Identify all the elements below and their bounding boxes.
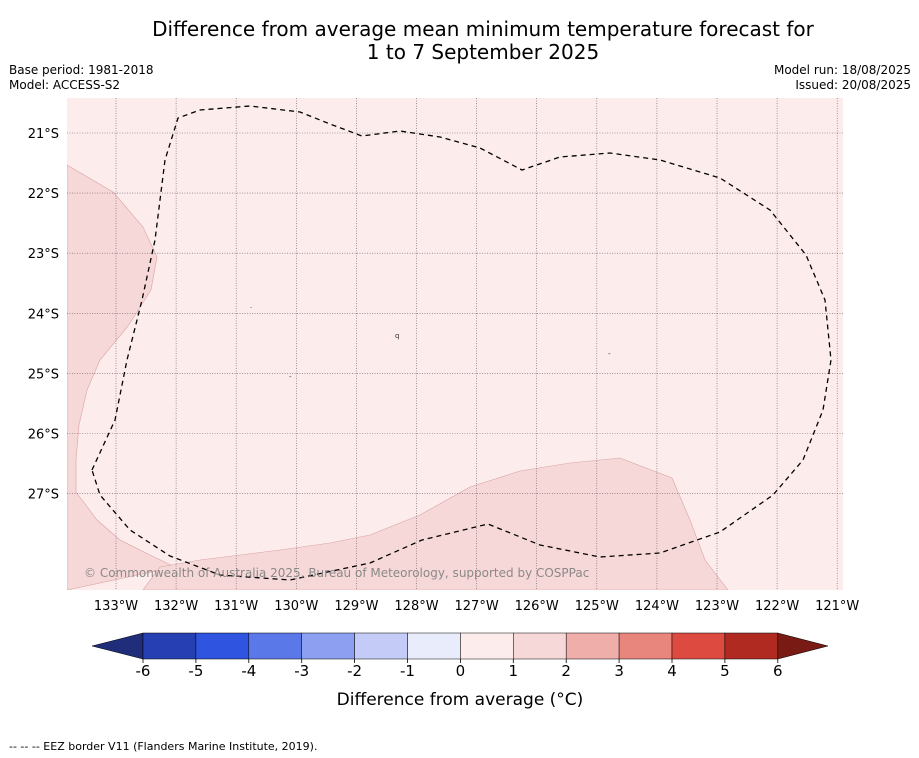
colorbar-segment bbox=[618, 632, 673, 660]
colorbar-ticks: -6 -5 -4 -3 -2 -1 0 1 2 3 4 5 6 bbox=[136, 659, 783, 680]
longitude-label: 129°W bbox=[334, 599, 378, 614]
meta-right: Model run: 18/08/2025 Issued: 20/08/2025 bbox=[774, 63, 911, 93]
colorbar-segment bbox=[460, 632, 514, 660]
colorbar-tick-label: -3 bbox=[294, 662, 309, 680]
colorbar-segment bbox=[248, 632, 302, 660]
latitude-label: 26°S bbox=[28, 428, 59, 443]
colorbar-tick-label: 1 bbox=[509, 662, 519, 680]
colorbar-tick-label: -6 bbox=[136, 662, 151, 680]
colorbar-label: Difference from average (°C) bbox=[337, 690, 584, 710]
longitude-label: 132°W bbox=[154, 599, 198, 614]
model-run-text: Model run: 18/08/2025 bbox=[773, 63, 911, 77]
island-dot-3: - bbox=[289, 373, 292, 381]
colorbar-segment bbox=[354, 632, 408, 660]
graticule bbox=[67, 98, 843, 590]
footnote: -- -- -- EEZ border V11 (Flanders Marine… bbox=[9, 740, 318, 753]
longitude-label: 130°W bbox=[274, 599, 318, 614]
longitude-label: 133°W bbox=[94, 599, 138, 614]
colorbar-segment bbox=[407, 632, 461, 660]
colorbar-tick-label: -1 bbox=[400, 662, 415, 680]
anomaly-1-to-2-region-south bbox=[142, 457, 729, 590]
colorbar-tick-label: 6 bbox=[773, 662, 783, 680]
longitude-label: 122°W bbox=[755, 599, 799, 614]
colorbar-segment bbox=[724, 632, 779, 660]
colorbar-segment bbox=[513, 632, 567, 660]
colorbar-tick-label: 0 bbox=[456, 662, 466, 680]
model-text: Model: ACCESS-S2 bbox=[9, 78, 121, 92]
latitude-label: 25°S bbox=[28, 367, 59, 382]
colorbar-segment bbox=[195, 632, 250, 660]
latitude-label: 23°S bbox=[28, 247, 59, 262]
longitude-label: 131°W bbox=[214, 599, 258, 614]
longitude-label: 125°W bbox=[575, 599, 619, 614]
colorbar-tick-label: 5 bbox=[720, 662, 730, 680]
base-period-text: Base period: 1981-2018 bbox=[9, 63, 154, 77]
longitude-label: 123°W bbox=[695, 599, 739, 614]
latitude-labels: 21°S 22°S 23°S 24°S 25°S 26°S 27°S bbox=[28, 127, 59, 503]
colorbar-extend-low bbox=[91, 632, 144, 660]
colorbar-tick-label: 4 bbox=[667, 662, 677, 680]
title-line-2: 1 to 7 September 2025 bbox=[366, 40, 600, 64]
island-dot-2: q bbox=[395, 332, 399, 340]
colorbar-tick-label: -2 bbox=[347, 662, 362, 680]
map-panel: · q - - bbox=[67, 98, 843, 590]
copyright-text: © Commonwealth of Australia 2025, Bureau… bbox=[84, 566, 589, 580]
longitude-labels: 133°W 132°W 131°W 130°W 129°W 128°W 127°W 126°W… bbox=[94, 599, 860, 614]
longitude-label: 127°W bbox=[455, 599, 499, 614]
colorbar bbox=[91, 632, 829, 660]
colorbar-tick-label: -4 bbox=[241, 662, 256, 680]
colorbar-tick-label: 2 bbox=[561, 662, 571, 680]
colorbar-segment bbox=[142, 632, 197, 660]
colorbar-segment bbox=[565, 632, 620, 660]
latitude-label: 24°S bbox=[28, 307, 59, 322]
colorbar-segment bbox=[671, 632, 726, 660]
latitude-label: 22°S bbox=[28, 187, 59, 202]
latitude-label: 21°S bbox=[28, 127, 59, 142]
colorbar-tick-label: -5 bbox=[188, 662, 203, 680]
colorbar-tick-label: 3 bbox=[614, 662, 624, 680]
island-dot-4: - bbox=[608, 350, 611, 358]
longitude-label: 121°W bbox=[815, 599, 859, 614]
latitude-label: 27°S bbox=[28, 488, 59, 503]
meta-left: Base period: 1981-2018 Model: ACCESS-S2 bbox=[9, 63, 154, 93]
island-dot-1: · bbox=[250, 304, 252, 312]
longitude-label: 126°W bbox=[515, 599, 559, 614]
longitude-label: 124°W bbox=[635, 599, 679, 614]
colorbar-extend-high bbox=[777, 632, 829, 660]
longitude-label: 128°W bbox=[394, 599, 438, 614]
chart-title: Difference from average mean minimum tem… bbox=[0, 18, 919, 64]
colorbar-segment bbox=[301, 632, 355, 660]
title-line-1: Difference from average mean minimum tem… bbox=[152, 17, 814, 41]
eez-border bbox=[91, 105, 832, 581]
issued-text: Issued: 20/08/2025 bbox=[795, 78, 911, 92]
